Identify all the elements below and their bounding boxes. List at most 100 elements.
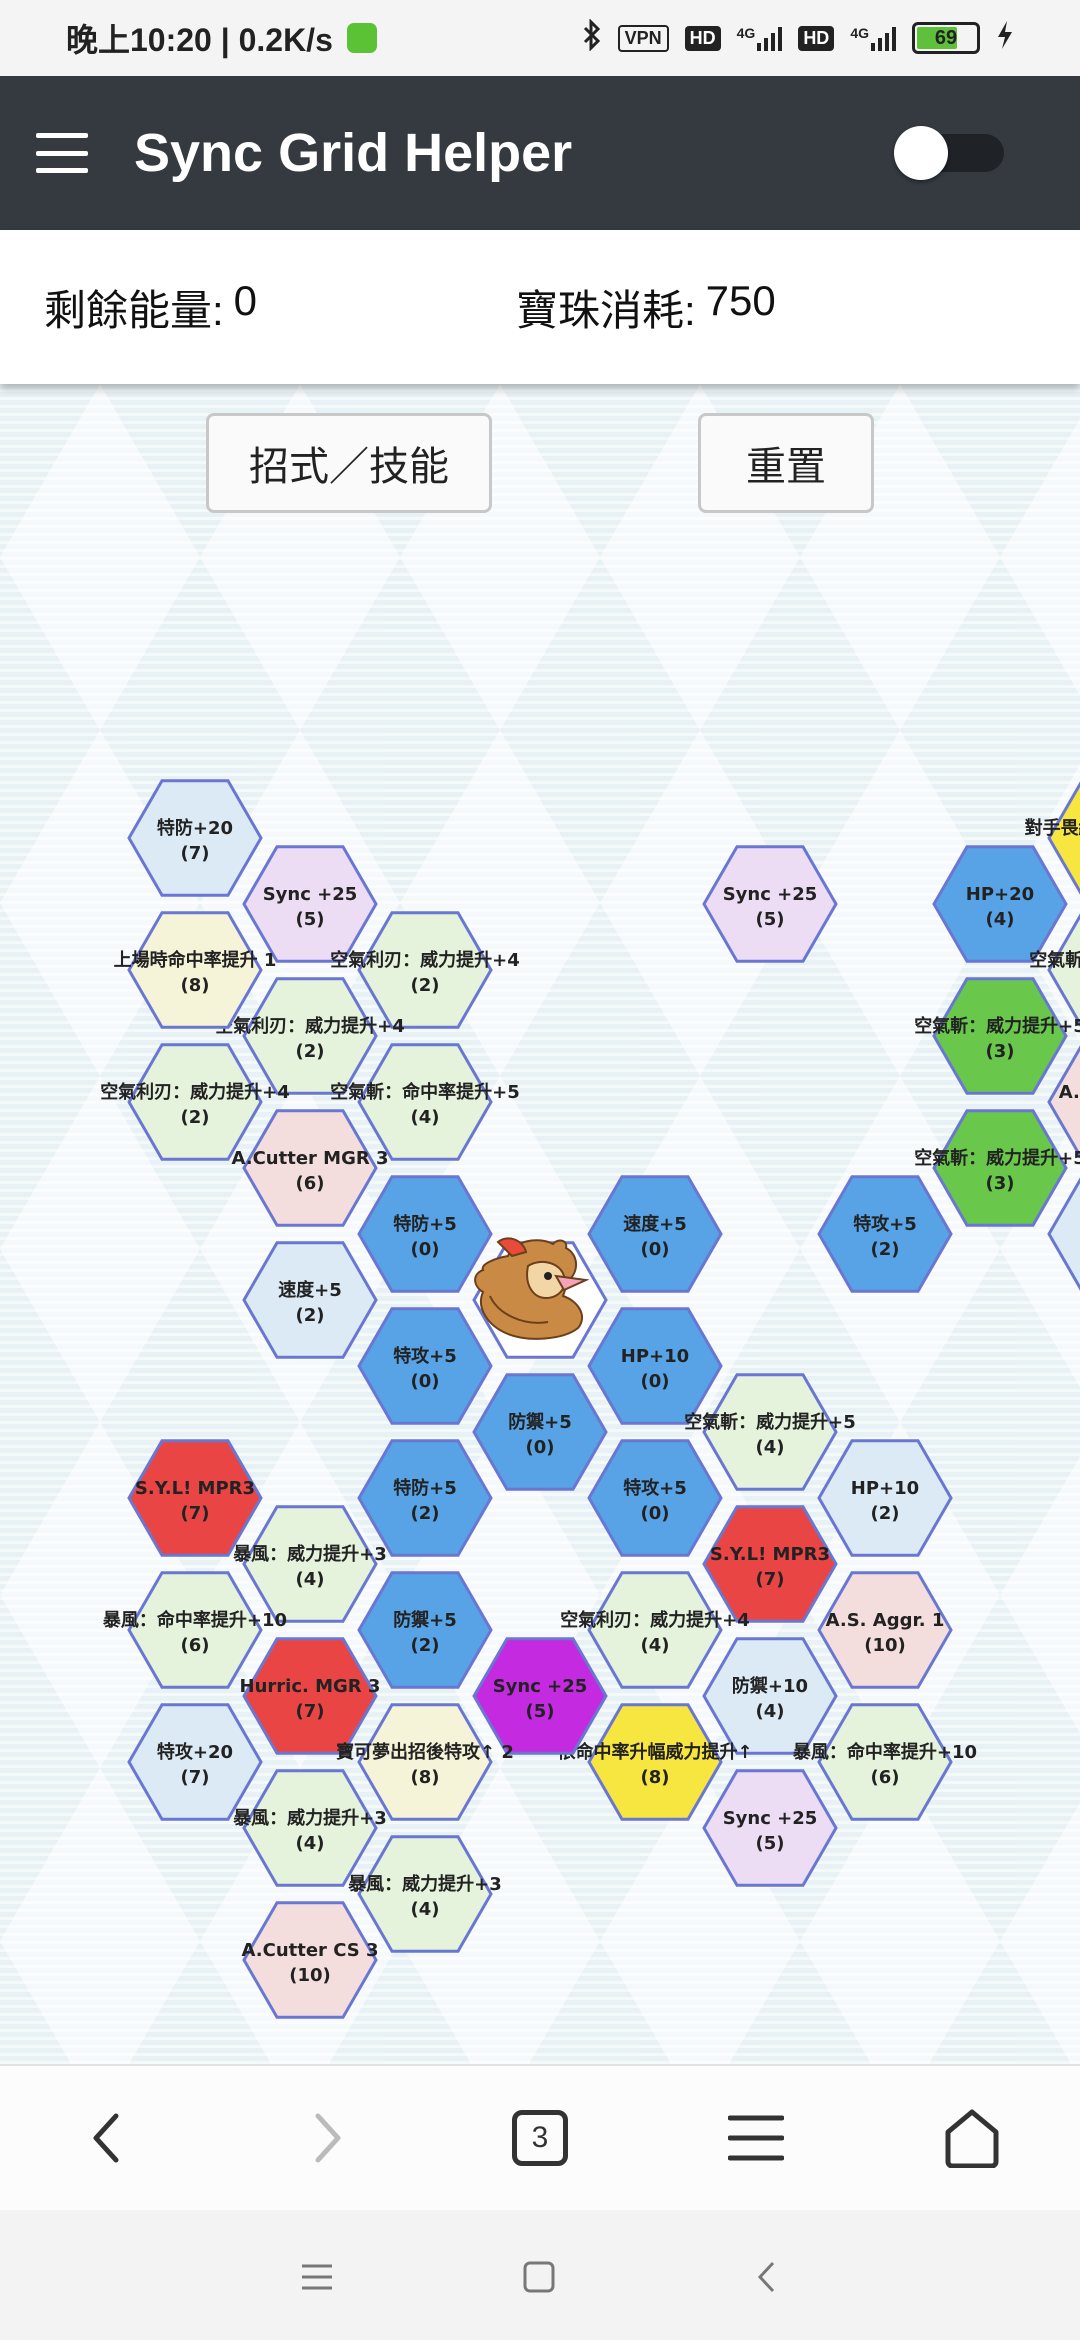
tile-hex[interactable] <box>1047 781 1080 895</box>
tile-hex[interactable] <box>587 1703 723 1821</box>
menu-icon[interactable] <box>708 2090 804 2186</box>
tile-hex[interactable] <box>242 1109 378 1227</box>
grid-tile[interactable]: 寶可夢出招後特攻↑ 2 (8) <box>336 1703 514 1821</box>
tile-hex[interactable] <box>242 1241 378 1359</box>
tile-hex[interactable] <box>242 1901 378 2019</box>
back-arrow-icon[interactable] <box>58 2090 154 2186</box>
grid-tile[interactable]: 暴風：命中率提升+10 (6) <box>793 1703 977 1821</box>
grid-tile[interactable]: 速度+5(2) <box>242 1241 378 1359</box>
tile-hex[interactable] <box>357 1835 493 1953</box>
grid-tile[interactable]: HP+10 (2) <box>817 1439 953 1557</box>
tile-hex[interactable] <box>702 845 838 963</box>
grid-tile[interactable]: S.Y.L! MPR3 (7) <box>702 1505 838 1623</box>
toggle-knob[interactable] <box>894 126 948 180</box>
grid-tile[interactable]: 空氣斬：威力提升+5(3) <box>1029 913 1080 1027</box>
grid-tile[interactable]: Sync +25 (5) <box>702 1769 838 1887</box>
grid-tile[interactable]: A.S. MGR 3(6) <box>1047 1045 1080 1159</box>
grid-tile[interactable]: 防禦+5 (2) <box>357 1571 493 1689</box>
grid-tile[interactable]: 特防+20 (7) <box>127 779 263 897</box>
grid-tile[interactable]: 空氣利刃：威力提升+4 (2) <box>215 977 405 1095</box>
forward-arrow-icon[interactable] <box>280 2090 376 2186</box>
tile-hex[interactable] <box>357 1439 493 1557</box>
tile-hex[interactable] <box>242 1637 378 1755</box>
tile-hex[interactable] <box>702 1373 838 1491</box>
grid-tile[interactable]: HP+10 (0) <box>587 1307 723 1425</box>
grid-tile[interactable]: A.Cutter CS 3 (10) <box>242 1901 379 2019</box>
tile-hex[interactable] <box>817 1571 953 1689</box>
tile-hex[interactable] <box>127 779 263 897</box>
tile-hex[interactable] <box>702 1505 838 1623</box>
tile-hex[interactable] <box>587 1307 723 1425</box>
tile-hex[interactable] <box>1047 1177 1080 1291</box>
tile-hex[interactable] <box>587 1439 723 1557</box>
tile-hex[interactable] <box>587 1571 723 1689</box>
tile-hex[interactable] <box>357 911 493 1029</box>
tile-hex[interactable] <box>127 1571 263 1689</box>
tile-hex[interactable] <box>472 1373 608 1491</box>
grid-tile[interactable]: 防禦+5 (0) <box>472 1373 608 1491</box>
grid-tile[interactable]: 空氣利刃：威力提升+4 (2) <box>330 911 520 1029</box>
grid-tile[interactable]: 空氣斬：威力提升+5(3) <box>914 1109 1080 1227</box>
tile-hex[interactable] <box>242 1505 378 1623</box>
tile-hex[interactable] <box>127 1703 263 1821</box>
grid-tile[interactable]: 暴風：威力提升+3 (4) <box>233 1505 387 1623</box>
tile-hex[interactable] <box>472 1637 608 1755</box>
tile-hex[interactable] <box>817 1175 953 1293</box>
hamburger-menu-icon[interactable] <box>36 133 88 173</box>
grid-tile[interactable]: 暴風：威力提升+3 (4) <box>348 1835 502 1953</box>
grid-tile[interactable]: 特防+5 (2) <box>357 1439 493 1557</box>
grid-tile[interactable]: 空氣斬：命中率提升+5 (4) <box>330 1043 520 1161</box>
grid-tile[interactable]: 特攻+20 (7) <box>127 1703 263 1821</box>
tile-hex[interactable] <box>1047 1045 1080 1159</box>
grid-tile[interactable]: 暴風：威力提升+3 (4) <box>233 1769 387 1887</box>
grid-tile[interactable]: Sync +25 (5) <box>242 845 378 963</box>
tile-hex[interactable] <box>357 1307 493 1425</box>
tile-hex[interactable] <box>932 1109 1068 1227</box>
moves-skills-button[interactable]: 招式／技能 <box>206 413 492 513</box>
home-icon[interactable] <box>924 2090 1020 2186</box>
tile-hex[interactable] <box>1047 913 1080 1027</box>
grid-tile[interactable]: S.Y.L! MPR3 (7) <box>127 1439 263 1557</box>
tile-hex[interactable] <box>357 1571 493 1689</box>
home-square-icon[interactable] <box>504 2242 574 2312</box>
grid-tile[interactable]: 上場時命中率提升 1 (8) <box>114 911 277 1029</box>
tile-hex[interactable] <box>702 1769 838 1887</box>
system-back-icon[interactable] <box>732 2242 802 2312</box>
tile-hex[interactable] <box>932 845 1068 963</box>
grid-tile[interactable]: 特攻+5 (2) <box>817 1175 953 1293</box>
grid-tile[interactable]: 空氣利刃：威力提升+4 (2) <box>100 1043 290 1161</box>
grid-tile[interactable]: 暴風：命中率提升+10 (6) <box>103 1571 287 1689</box>
grid-tile[interactable]: 空氣利刃：威力提升+4 (4) <box>560 1571 750 1689</box>
grid-tile[interactable]: Sync +25 (5) <box>472 1637 608 1755</box>
tile-hex[interactable] <box>357 1703 493 1821</box>
mode-toggle[interactable] <box>894 126 1004 180</box>
recent-apps-icon[interactable] <box>282 2242 352 2312</box>
tile-hex[interactable] <box>817 1703 953 1821</box>
tile-hex[interactable] <box>932 977 1068 1095</box>
tile-hex[interactable] <box>242 845 378 963</box>
tile-hex[interactable] <box>127 1043 263 1161</box>
tile-hex[interactable] <box>702 1637 838 1755</box>
tile-hex[interactable] <box>357 1175 493 1293</box>
grid-tile[interactable]: 防禦+10 (4) <box>702 1637 838 1755</box>
grid-tile[interactable]: 空氣斬：威力提升+5 (4) <box>684 1373 856 1491</box>
grid-tile[interactable]: 速度+5 (0) <box>587 1175 723 1293</box>
tile-hex[interactable] <box>127 1439 263 1557</box>
tile-hex[interactable] <box>127 911 263 1029</box>
grid-tile[interactable]: 依命中率升幅威力提升↑ (8) <box>557 1703 753 1821</box>
grid-tile[interactable]: 對手畏縮時威力提升 5(10) <box>1025 781 1080 895</box>
grid-tile[interactable]: 速度+5(2) <box>1047 1177 1080 1291</box>
tile-hex[interactable] <box>357 1043 493 1161</box>
grid-tile[interactable]: HP+20 (4) <box>932 845 1068 963</box>
tile-hex[interactable] <box>587 1175 723 1293</box>
tile-hex[interactable] <box>242 1769 378 1887</box>
grid-tile[interactable]: Hurric. MGR 3 (7) <box>240 1637 381 1755</box>
grid-tile[interactable]: 特防+5 (0) <box>357 1175 493 1293</box>
grid-tile[interactable]: 空氣斬：威力提升+5(3) <box>914 977 1080 1095</box>
reset-button[interactable]: 重置 <box>698 413 874 513</box>
tabs-icon[interactable]: 3 <box>492 2090 588 2186</box>
grid-tile[interactable]: 特攻+5 (0) <box>587 1439 723 1557</box>
tile-hex[interactable] <box>242 977 378 1095</box>
grid-tile[interactable]: 特攻+5 (0) <box>357 1307 493 1425</box>
grid-tile[interactable]: A.S. Aggr. 1 (10) <box>817 1571 953 1689</box>
